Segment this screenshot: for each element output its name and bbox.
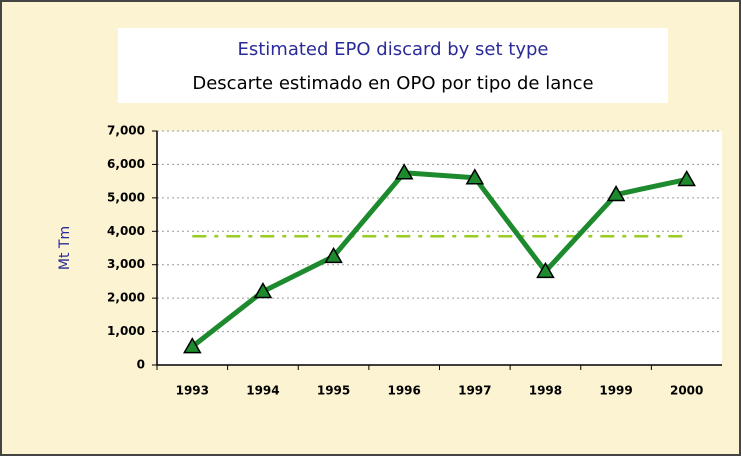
- marker: [183, 337, 202, 354]
- y-tick-label: 3,000: [107, 257, 145, 271]
- y-tick-label: 4,000: [107, 224, 145, 238]
- marker: [536, 261, 555, 279]
- line: [190, 170, 688, 349]
- marker: [465, 168, 485, 185]
- chart-subtitle: Descarte estimado en OPO por tipo de lan…: [192, 73, 593, 94]
- y-tick-label: 6,000: [107, 157, 145, 171]
- y-axis-label: Mt Tm: [57, 226, 73, 270]
- x-tick-label: 1997: [458, 384, 491, 398]
- x-tick-label: 1998: [529, 384, 562, 398]
- x-tick-label: 1999: [599, 384, 632, 398]
- y-tick-label: 5,000: [107, 190, 145, 204]
- marker: [677, 169, 696, 187]
- x-tick-label: 1994: [246, 384, 279, 398]
- chart-title: Estimated EPO discard by set type: [238, 39, 549, 60]
- x-tick-label: 2000: [670, 384, 703, 398]
- marker: [253, 281, 273, 299]
- x-tick-label: 1995: [317, 384, 350, 398]
- y-tick-label: 2,000: [107, 291, 145, 305]
- plot-area: [157, 131, 722, 365]
- title-box: [118, 28, 668, 103]
- marker: [394, 163, 414, 180]
- x-tick-label: 1996: [387, 384, 420, 398]
- marker: [606, 185, 626, 202]
- y-tick-label: 1,000: [107, 324, 145, 338]
- y-tick-label: 7,000: [107, 124, 145, 138]
- x-tick-label: 1993: [176, 384, 209, 398]
- y-tick-label: 0: [137, 358, 145, 372]
- marker: [324, 246, 343, 264]
